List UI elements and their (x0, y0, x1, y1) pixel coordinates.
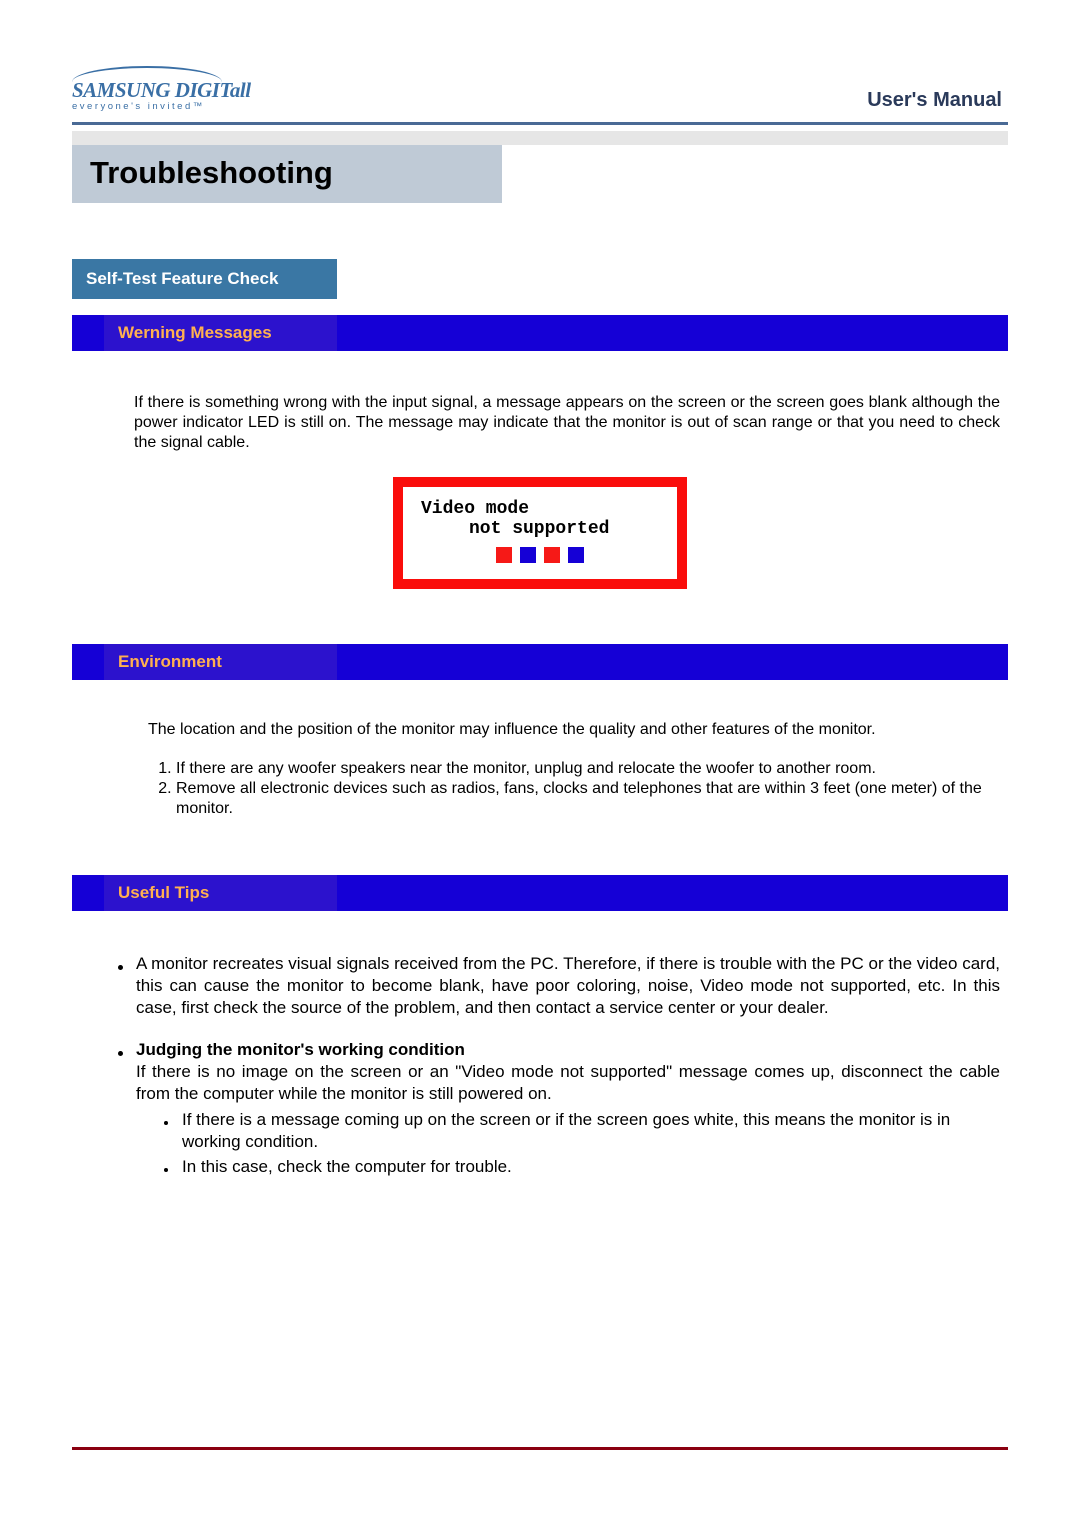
environment-list: If there are any woofer speakers near th… (148, 759, 1000, 819)
monitor-indicator-squares (496, 547, 584, 563)
indicator-square (568, 547, 584, 563)
monitor-message-box: Video mode not supported (393, 477, 687, 589)
page-header: SAMSUNG DIGITall everyone's invited™ Use… (72, 78, 1008, 112)
subsection-bar-warning: Werning Messages (72, 315, 1008, 351)
list-item: If there is a message coming up on the s… (162, 1109, 1000, 1153)
monitor-message-inner: Video mode not supported (403, 487, 677, 579)
brand-logo: SAMSUNG DIGITall everyone's invited™ (72, 78, 251, 112)
monitor-message-line1: Video mode (421, 499, 529, 519)
header-rule (72, 122, 1008, 125)
manual-title: User's Manual (867, 89, 1008, 112)
indicator-square (544, 547, 560, 563)
indicator-square (520, 547, 536, 563)
tips-list: A monitor recreates visual signals recei… (114, 953, 1000, 1178)
subsection-bar-environment: Environment (72, 644, 1008, 680)
subsection-tab-tips: Useful Tips (104, 875, 337, 911)
subsection-tab-environment: Environment (104, 644, 337, 680)
header-light-bar (72, 131, 1008, 145)
indicator-square (496, 547, 512, 563)
list-item: In this case, check the computer for tro… (162, 1156, 1000, 1178)
footer-rule (72, 1447, 1008, 1450)
tip-text: A monitor recreates visual signals recei… (136, 954, 1000, 1017)
page-title-spacer (502, 145, 1008, 203)
tip-text: If there is no image on the screen or an… (136, 1062, 1000, 1103)
list-item: Remove all electronic devices such as ra… (176, 779, 1000, 819)
environment-intro: The location and the position of the mon… (148, 720, 1000, 741)
list-item: Judging the monitor's working condition … (114, 1039, 1000, 1178)
subsection-tab-warning: Werning Messages (104, 315, 337, 351)
subsection-bar-tips: Useful Tips (72, 875, 1008, 911)
tip-sublist: If there is a message coming up on the s… (162, 1109, 1000, 1177)
warning-body-text: If there is something wrong with the inp… (134, 393, 1000, 453)
monitor-message-line2: not supported (469, 519, 609, 539)
tip-heading: Judging the monitor's working condition (136, 1040, 465, 1059)
logo-main-text: SAMSUNG DIGITall (72, 78, 251, 103)
list-item: If there are any woofer speakers near th… (176, 759, 1000, 779)
section-tab-selftest: Self-Test Feature Check (72, 259, 337, 299)
page-title-block: Troubleshooting (72, 145, 1008, 203)
list-item: A monitor recreates visual signals recei… (114, 953, 1000, 1019)
page-title: Troubleshooting (72, 145, 502, 203)
